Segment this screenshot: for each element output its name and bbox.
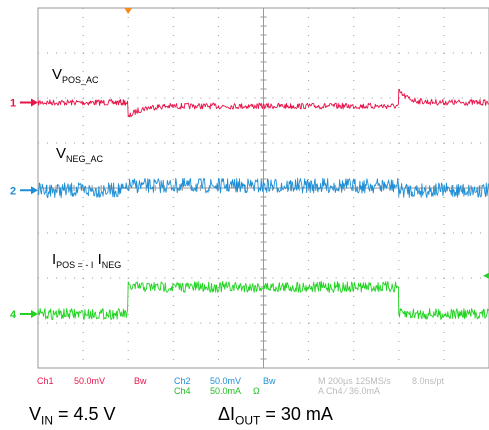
channel-arrow-head <box>31 98 38 107</box>
channel-arrow-head <box>31 186 38 195</box>
iout-main: ΔI <box>218 404 236 424</box>
status-ch4-label: Ch4 <box>174 386 191 396</box>
status-ch1-scale: 50.0mV <box>74 376 106 386</box>
vin-sub: IN <box>41 413 54 428</box>
status-record: 8.0ns/pt <box>412 376 445 386</box>
status-ch4-unit: Ω <box>253 386 260 396</box>
trace-ch1-vpos-ac <box>37 88 489 118</box>
trace-ch4-ipos <box>37 281 489 320</box>
status-ch1-bw: Bw <box>134 376 147 386</box>
status-ch4-scale: 50.0mA <box>210 386 242 396</box>
status-ch2-bw: Bw <box>263 376 276 386</box>
trace-label-ch4: IPOS = - I INEG <box>52 251 121 270</box>
iout-caption: ΔIOUT = 30 mA <box>218 404 333 428</box>
channel-marker-ch1: 1 <box>10 98 16 110</box>
channel-marker-ch4: 4 <box>10 309 17 321</box>
iout-value: = 30 mA <box>260 404 333 424</box>
vin-main: V <box>29 404 42 424</box>
channel-marker-ch2: 2 <box>10 185 16 197</box>
iout-sub: OUT <box>235 413 261 428</box>
trace-ch2-vneg-ac <box>37 177 489 199</box>
channel-markers: 1 2 4 <box>10 98 38 321</box>
channel-arrow-head <box>31 310 38 318</box>
vin-caption: VIN = 4.5 V <box>29 404 116 428</box>
status-trigger: A Ch4 ∕ 36.0mA <box>318 386 381 396</box>
status-timebase: M 200µs 125MS/s <box>318 376 391 386</box>
trigger-level-marker <box>483 272 489 279</box>
status-ch2-scale: 50.0mV <box>210 376 242 386</box>
vin-value: = 4.5 V <box>53 404 116 424</box>
trace-label-ch2: VNEG_AC <box>56 145 104 164</box>
status-ch1-label: Ch1 <box>37 376 54 386</box>
trigger-position-marker <box>124 8 133 14</box>
trace-label-ch1: VPOS_AC <box>52 66 99 85</box>
plot-traces <box>37 88 489 320</box>
status-ch2-label: Ch2 <box>174 376 191 386</box>
oscilloscope-plot: 1 2 4 VPOS_AC VNEG_AC IPOS = - I INEG <box>10 7 489 369</box>
trace-labels: VPOS_AC VNEG_AC IPOS = - I INEG <box>52 66 121 270</box>
